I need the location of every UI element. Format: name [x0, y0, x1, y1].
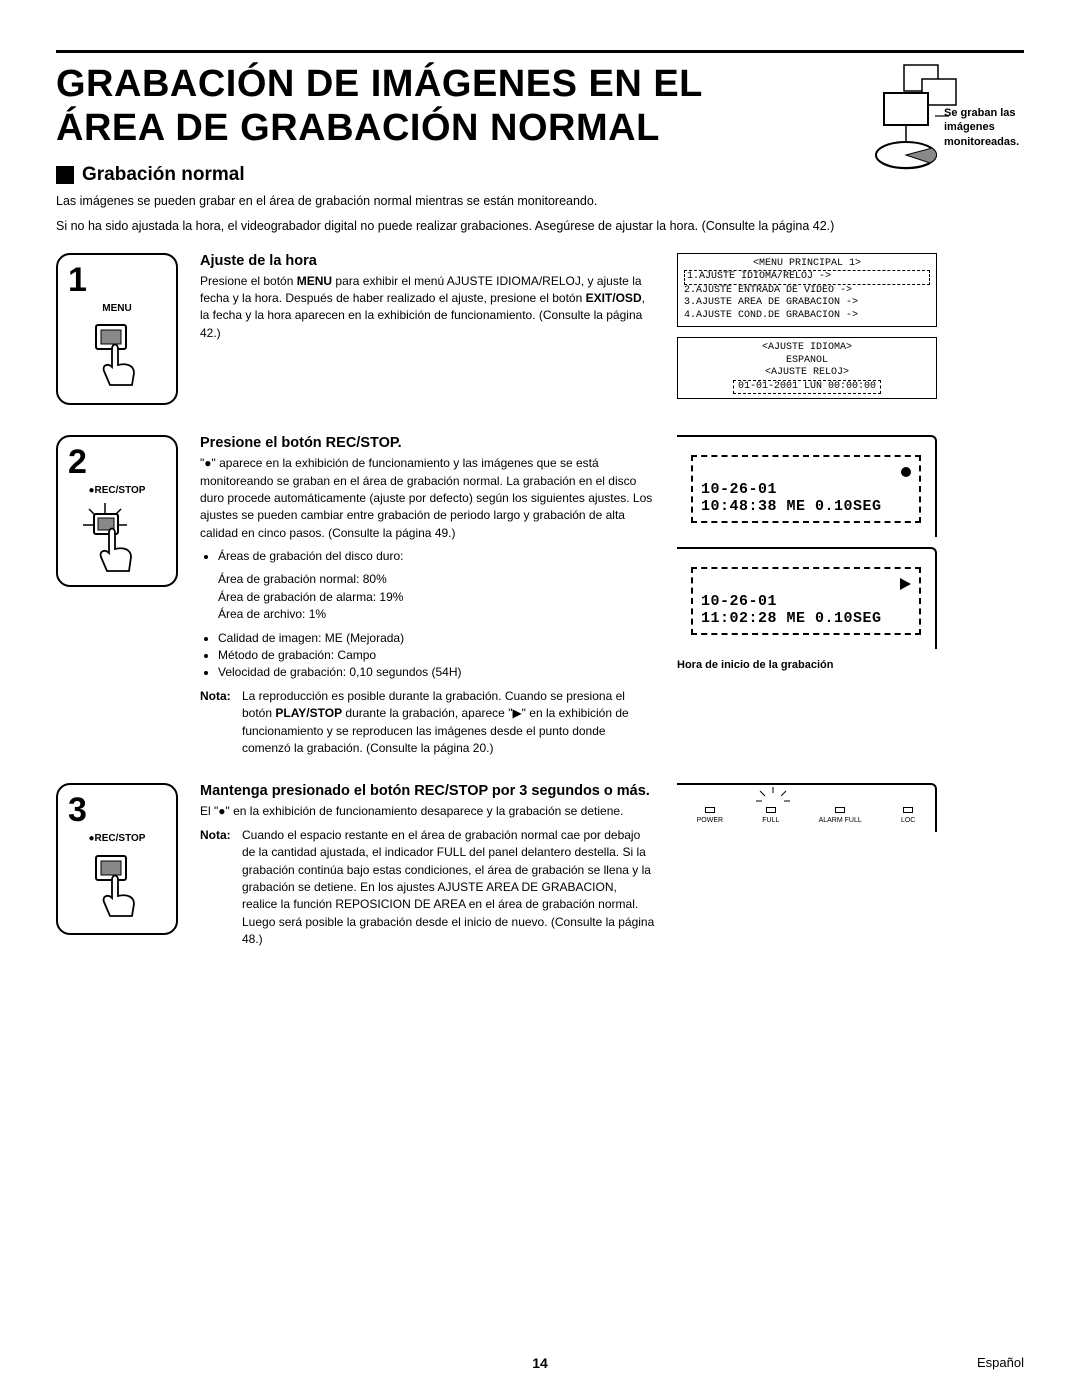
step1-number: 1	[68, 263, 166, 297]
step3-icon-box: 3 ●REC/STOP	[56, 783, 178, 935]
disc-caption: Se graban las imágenes monitoreadas.	[944, 106, 1024, 149]
step1-text-d: EXIT/OSD	[586, 291, 642, 305]
step3-main-text: El "●" en la exhibición de funcionamient…	[200, 804, 623, 818]
step3-body: Mantenga presionado el botón REC/STOP po…	[200, 783, 655, 948]
step-2: 2 ●REC/STOP Presione el botón REC/STOP.	[56, 435, 1024, 757]
step2-sub-1: Área de grabación normal: 80%	[218, 571, 655, 588]
step2-text: "●" aparece en la exhibición de funciona…	[200, 455, 655, 757]
step2-main-text: "●" aparece en la exhibición de funciona…	[200, 456, 652, 540]
step-3: 3 ●REC/STOP Mantenga presionado el botón…	[56, 783, 1024, 948]
step1-text-b: MENU	[297, 274, 332, 288]
page-title: GRABACIÓN DE IMÁGENES EN EL ÁREA DE GRAB…	[56, 63, 774, 150]
menu-principal: <MENU PRINCIPAL 1> 1.AJUSTE IDIOMA/RELOJ…	[677, 253, 937, 328]
submenu-idioma: <AJUSTE IDIOMA> ESPANOL <AJUSTE RELOJ> 0…	[677, 337, 937, 399]
intro-line-2: Si no ha sido ajustada la hora, el video…	[56, 217, 1024, 235]
step2-sub-3: Área de archivo: 1%	[218, 606, 655, 623]
step2-bullet-1: Áreas de grabación del disco duro: Área …	[218, 548, 655, 624]
submenu-time: 01-01-2001 LUN 00:00:00	[733, 380, 881, 395]
step3-number: 3	[68, 793, 166, 827]
screen2-date: 10-26-01	[701, 593, 911, 610]
front-panel: POWER FULL ALARM FULL LOC	[677, 783, 937, 832]
screen1-time: 10:48:38 ME 0.10SEG	[701, 498, 911, 515]
step1-title: Ajuste de la hora	[200, 253, 655, 269]
screen-play: 10-26-01 11:02:28 ME 0.10SEG	[677, 547, 937, 649]
intro-line-1: Las imágenes se pueden grabar en el área…	[56, 192, 1024, 210]
steps-container: 1 MENU Ajuste de la hora Presione el bot…	[56, 253, 1024, 949]
screen-rec: 10-26-01 10:48:38 ME 0.10SEG	[677, 435, 937, 537]
submenu-title: <AJUSTE IDIOMA>	[684, 342, 930, 355]
panel-led-loc: LOC	[901, 807, 915, 824]
play-triangle-icon	[900, 578, 911, 590]
menu-item-1: 1.AJUSTE IDIOMA/RELOJ ->	[684, 270, 930, 285]
top-rule	[56, 50, 1024, 53]
step2-note-label: Nota:	[200, 688, 236, 758]
step2-number: 2	[68, 445, 166, 479]
step2-right: 10-26-01 10:48:38 ME 0.10SEG 10-26-01 11…	[677, 435, 937, 671]
step2-sub-list: Área de grabación normal: 80% Área de gr…	[218, 571, 655, 623]
menu-item-4: 4.AJUSTE COND.DE GRABACION ->	[684, 310, 930, 323]
footer-language: Español	[977, 1355, 1024, 1370]
step1-right: <MENU PRINCIPAL 1> 1.AJUSTE IDIOMA/RELOJ…	[677, 253, 937, 410]
panel-led-power: POWER	[697, 807, 723, 824]
title-row: GRABACIÓN DE IMÁGENES EN EL ÁREA DE GRAB…	[56, 63, 1024, 150]
submenu-clock: <AJUSTE RELOJ>	[684, 367, 930, 380]
screen2-time: 11:02:28 ME 0.10SEG	[701, 610, 911, 627]
step3-button-label: ●REC/STOP	[68, 833, 166, 844]
rec-dot-icon	[901, 467, 911, 477]
menu-item-2: 2.AJUSTE ENTRADA DE VIDEO ->	[684, 285, 930, 298]
step2-body: Presione el botón REC/STOP. "●" aparece …	[200, 435, 655, 757]
menu-title: <MENU PRINCIPAL 1>	[684, 258, 930, 271]
step3-note-label: Nota:	[200, 827, 236, 949]
step2-hand-icon	[68, 496, 166, 577]
screen-rec-frame: 10-26-01 10:48:38 ME 0.10SEG	[691, 455, 921, 523]
submenu-lang: ESPANOL	[684, 355, 930, 368]
step2-title: Presione el botón REC/STOP.	[200, 435, 655, 451]
screen-play-frame: 10-26-01 11:02:28 ME 0.10SEG	[691, 567, 921, 635]
step3-hand-icon	[68, 844, 166, 925]
step2-button-label: ●REC/STOP	[68, 485, 166, 496]
step3-text: El "●" en la exhibición de funcionamient…	[200, 803, 655, 948]
panel-led-alarm: ALARM FULL	[819, 807, 862, 824]
panel-row: POWER FULL ALARM FULL LOC	[685, 807, 927, 824]
step2-icon-box: 2 ●REC/STOP	[56, 435, 178, 587]
disc-diagram: Se graban las imágenes monitoreadas.	[794, 63, 1024, 149]
step2-bullet-3: Método de grabación: Campo	[218, 647, 655, 664]
step2-bullet-2: Calidad de imagen: ME (Mejorada)	[218, 630, 655, 647]
panel-led-full: FULL	[762, 807, 779, 824]
step3-note: Nota: Cuando el espacio restante en el á…	[200, 827, 655, 949]
step3-right: POWER FULL ALARM FULL LOC	[677, 783, 937, 842]
step1-text: Presione el botón MENU para exhibir el m…	[200, 273, 655, 343]
menu-item-3: 3.AJUSTE AREA DE GRABACION ->	[684, 297, 930, 310]
step1-text-a: Presione el botón	[200, 274, 297, 288]
step1-hand-icon	[68, 314, 166, 395]
page-number: 14	[532, 1355, 548, 1371]
screen1-date: 10-26-01	[701, 481, 911, 498]
step1-icon-box: 1 MENU	[56, 253, 178, 405]
step3-title: Mantenga presionado el botón REC/STOP po…	[200, 783, 655, 799]
step2-bullet-list: Áreas de grabación del disco duro: Área …	[218, 548, 655, 682]
step2-note-text: La reproducción es posible durante la gr…	[242, 688, 655, 758]
step2-sub-2: Área de grabación de alarma: 19%	[218, 589, 655, 606]
step2-note: Nota: La reproducción es posible durante…	[200, 688, 655, 758]
step2-bullet-4: Velocidad de grabación: 0,10 segundos (5…	[218, 664, 655, 681]
section-heading: Grabación normal	[82, 164, 245, 186]
step1-button-label: MENU	[68, 303, 166, 314]
step1-body: Ajuste de la hora Presione el botón MENU…	[200, 253, 655, 343]
step-1: 1 MENU Ajuste de la hora Presione el bot…	[56, 253, 1024, 410]
screen-caption: Hora de inicio de la grabación	[677, 659, 937, 671]
step3-note-text: Cuando el espacio restante en el área de…	[242, 827, 655, 949]
section-square-icon	[56, 166, 74, 184]
footer: 14 Español	[0, 1355, 1080, 1371]
